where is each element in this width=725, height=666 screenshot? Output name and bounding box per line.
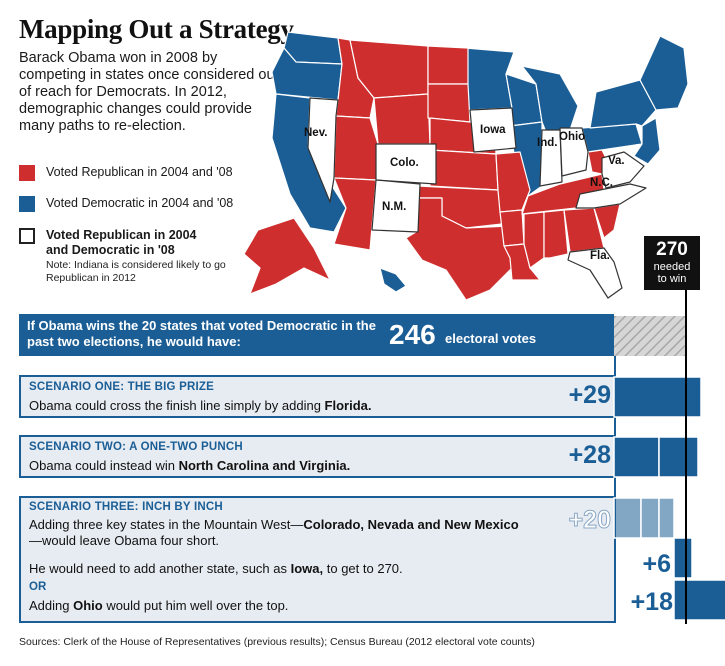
- scenario-three-ohio: Ohio: [73, 598, 103, 613]
- bar-addition-3-segment-1: [613, 497, 642, 539]
- map-label-north-carolina: N.C.: [590, 177, 613, 189]
- chart-title: Mapping Out a Strategy: [19, 14, 294, 44]
- scenario-three-iowa: Iowa,: [290, 561, 324, 576]
- or-label: OR: [29, 581, 47, 593]
- state-iowa: [469, 107, 517, 153]
- map-label-iowa: Iowa: [480, 124, 506, 136]
- state-new-england: [639, 35, 689, 111]
- bar-addition-2-segment-1: [613, 436, 660, 478]
- base-description: If Obama wins the 20 states that voted D…: [27, 318, 376, 349]
- target-value: 270: [656, 239, 688, 260]
- scenario-three-ohio-text: Adding: [29, 598, 74, 613]
- scenario-one-state: Florida.: [324, 398, 372, 413]
- legend-switched-line2: and Democratic in '08: [46, 243, 175, 257]
- state-arizona: [333, 177, 377, 251]
- state-florida: [567, 247, 623, 299]
- state-alabama: [543, 209, 569, 259]
- base-row: If Obama wins the 20 states that voted D…: [19, 314, 614, 356]
- map-label-virginia: Va.: [608, 155, 625, 167]
- scenario-two-text: Obama could instead win: [29, 458, 179, 473]
- bar-addition-5-segment-1: [673, 579, 725, 621]
- target-label-2: to win: [657, 273, 687, 285]
- base-unit: electoral votes: [445, 331, 537, 346]
- state-hawaii: [379, 267, 407, 293]
- map-label-florida: Fla.: [590, 250, 610, 262]
- bar-addition-1-segment-1: [613, 376, 702, 418]
- state-alaska: [243, 217, 331, 295]
- source-note: Sources: Clerk of the House of Represent…: [19, 636, 535, 648]
- map-label-new-mexico: N.M.: [382, 201, 406, 213]
- legend-swatch-white: [19, 228, 35, 244]
- state-mid-atlantic: [633, 117, 661, 165]
- scenario-one-addition: +29: [568, 381, 611, 409]
- map-label-colorado: Colo.: [390, 157, 419, 169]
- scenario-three-iowa-text-end: to get to 270.: [323, 561, 403, 576]
- state-colorado: [375, 143, 437, 185]
- scenario-two-addition: +28: [568, 441, 611, 469]
- scenario-two-box: SCENARIO TWO: A ONE-TWO PUNCH Obama coul…: [19, 435, 616, 478]
- scenario-two-heading: SCENARIO TWO: A ONE-TWO PUNCH: [29, 441, 243, 453]
- bar-remaining-to-target: [614, 316, 686, 356]
- scenario-three-heading: SCENARIO THREE: INCH BY INCH: [29, 501, 223, 513]
- state-mississippi: [523, 211, 545, 269]
- base-value: 246: [389, 319, 436, 350]
- state-nevada: [307, 97, 339, 203]
- scenario-three-addition: +20: [568, 506, 611, 535]
- scenario-one-box: SCENARIO ONE: THE BIG PRIZE Obama could …: [19, 375, 616, 418]
- legend-democratic-label: Voted Democratic in 2004 and '08: [46, 196, 234, 210]
- bar-addition-3-segment-2: [640, 497, 660, 539]
- legend-switched-line1: Voted Republican in 2004: [46, 228, 197, 242]
- bar-addition-3-segment-3: [658, 497, 675, 539]
- state-north-carolina: [575, 183, 647, 209]
- scenario-three-ohio-text-end: would put him well over the top.: [102, 598, 289, 613]
- scenario-three-iowa-addition: +6: [642, 550, 671, 578]
- target-label-1: needed: [653, 261, 691, 273]
- target-270-box: 270 needed to win: [644, 236, 700, 290]
- scenario-three-ohio-addition: +18: [630, 588, 673, 616]
- scenario-three-text-end: —would leave Obama four short.: [29, 533, 220, 548]
- map-label-indiana: Ind.: [537, 137, 557, 149]
- bar-connector: [614, 356, 616, 622]
- state-indiana: [539, 129, 563, 187]
- scenario-three-states: Colorado, Nevada and New Mexico: [303, 517, 519, 532]
- map-label-ohio: Ohio: [559, 131, 585, 143]
- scenario-one-heading: SCENARIO ONE: THE BIG PRIZE: [29, 381, 214, 393]
- state-texas: [405, 197, 517, 301]
- scenario-one-text: Obama could cross the finish line simply…: [29, 398, 325, 413]
- scenario-three-box: SCENARIO THREE: INCH BY INCH Adding thre…: [19, 496, 673, 623]
- legend-republican-label: Voted Republican in 2004 and '08: [46, 165, 233, 179]
- scenario-two-states: North Carolina and Virginia.: [178, 458, 351, 473]
- map-label-nevada: Nev.: [304, 127, 327, 139]
- legend-swatch-red: [19, 165, 35, 181]
- scenario-three-iowa-text: He would need to add another state, such…: [29, 561, 291, 576]
- legend-swatch-blue: [19, 196, 35, 212]
- bar-addition-4-segment-1: [673, 537, 693, 579]
- state-new-mexico: [371, 179, 421, 233]
- state-ohio: [559, 127, 589, 177]
- state-virginia: [601, 151, 645, 189]
- us-map: Nev. Colo. N.M. Iowa Ind. Ohio Va. N.C. …: [243, 31, 689, 301]
- intro-text: Barack Obama won in 2008 by competing in…: [19, 50, 279, 134]
- bar-addition-2-segment-2: [658, 436, 699, 478]
- legend-note: Note: Indiana is considered likely to go…: [46, 259, 226, 284]
- scenario-three-text: Adding three key states in the Mountain …: [29, 517, 304, 532]
